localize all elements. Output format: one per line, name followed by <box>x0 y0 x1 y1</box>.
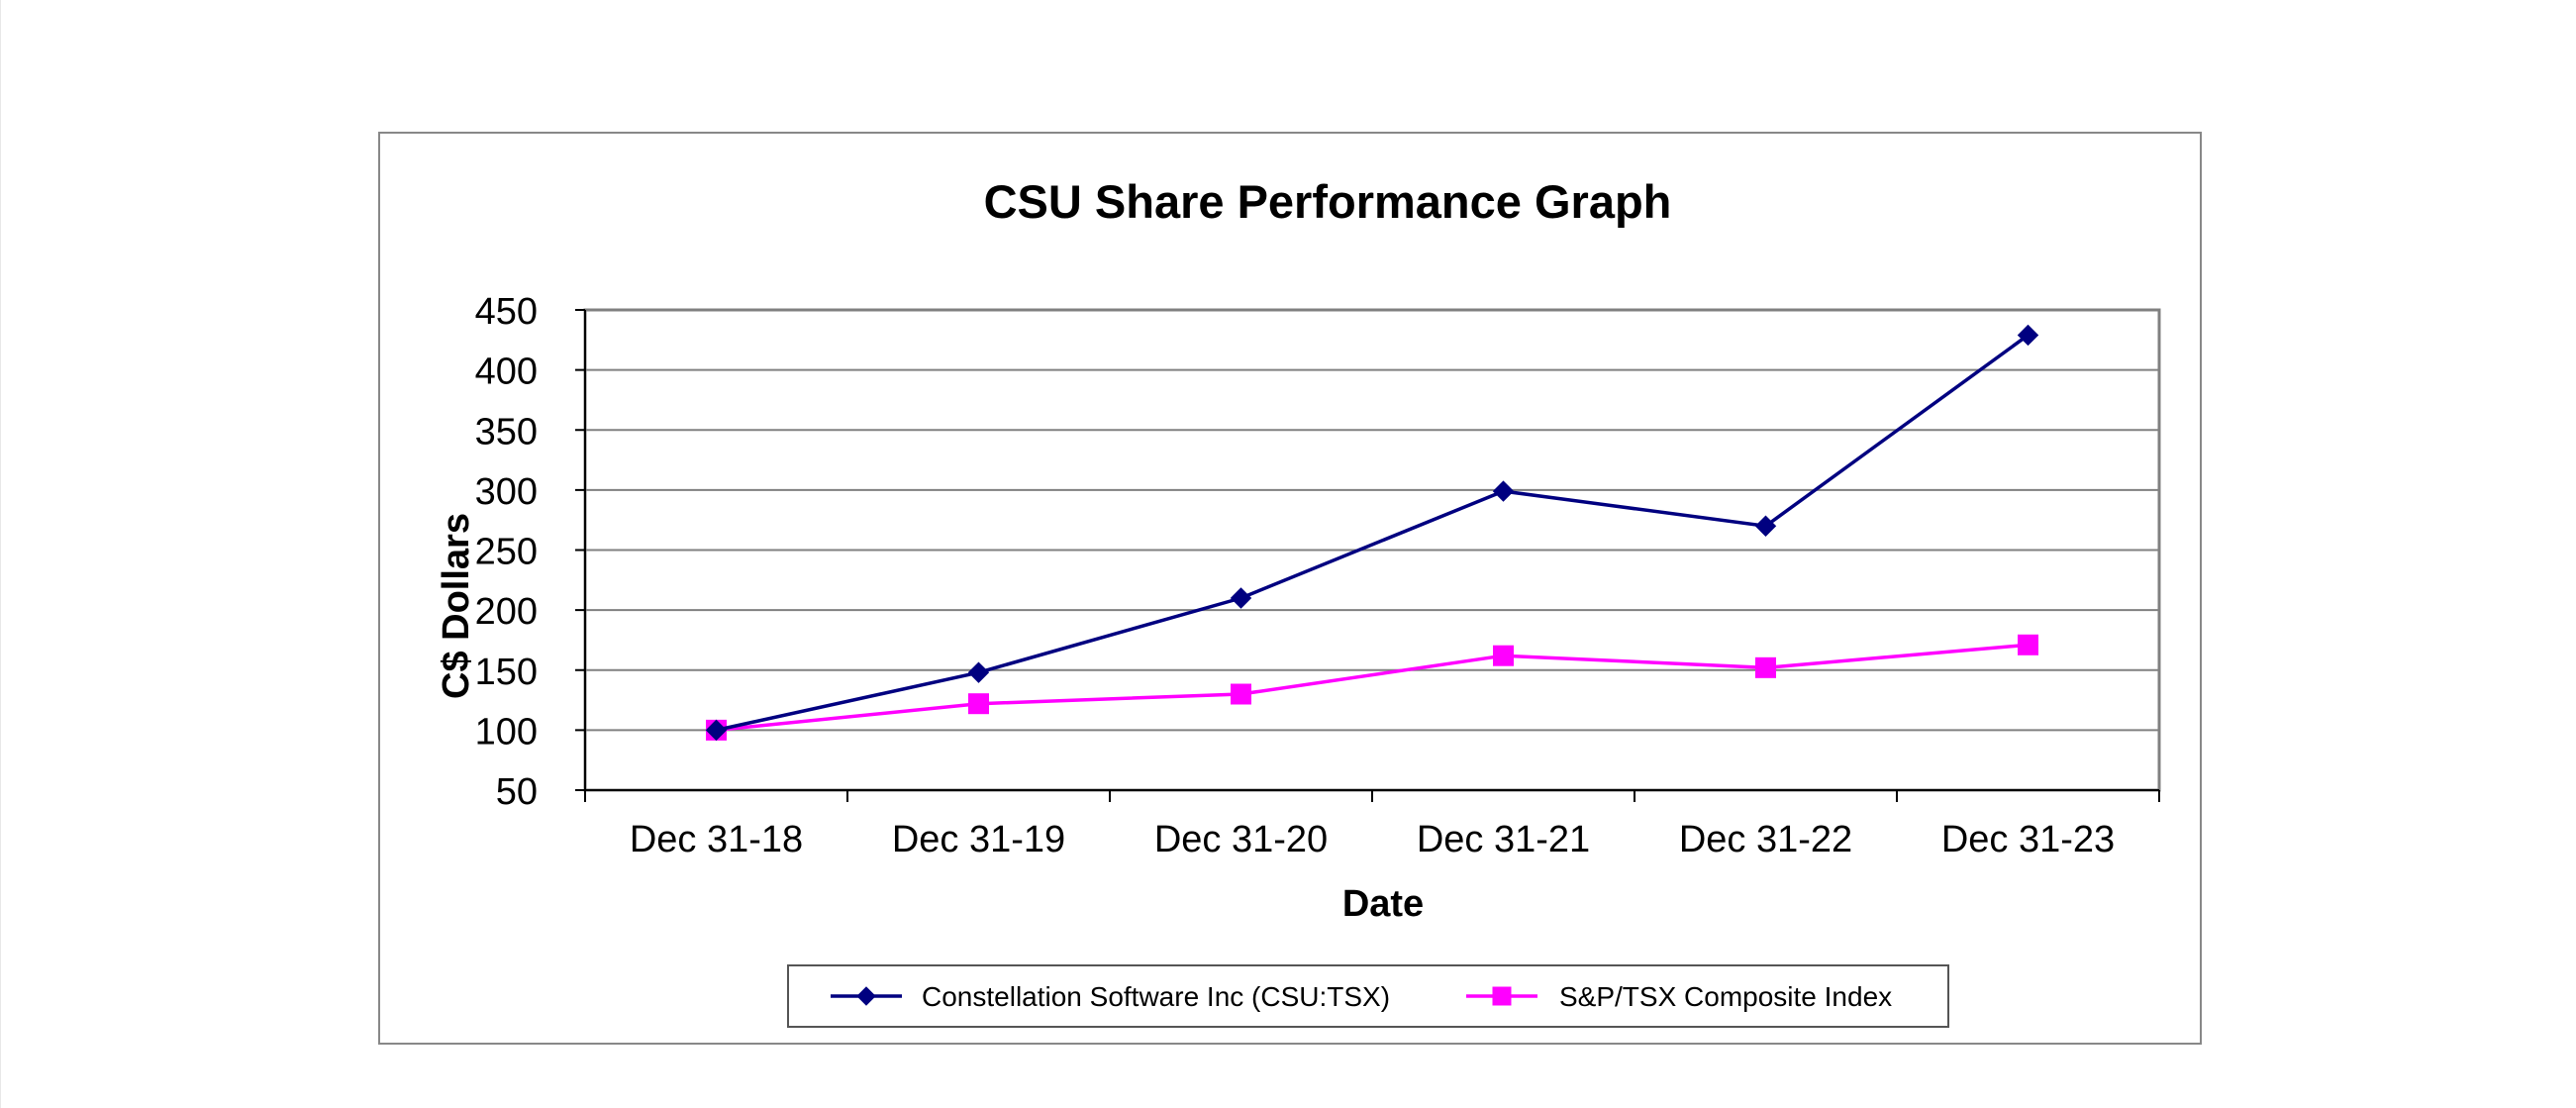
data-point-diamond <box>1754 515 1777 537</box>
series-lines <box>705 324 2039 742</box>
data-point-diamond <box>856 986 876 1006</box>
data-point-diamond <box>1230 587 1252 609</box>
y-axis-title: C$ Dollars <box>436 513 477 699</box>
data-point-diamond <box>967 661 990 683</box>
y-tick-label: 400 <box>475 352 538 393</box>
x-axis-title: Date <box>1342 883 1424 925</box>
data-point-square <box>1493 645 1514 666</box>
chart-title: CSU Share Performance Graph <box>984 175 1672 228</box>
x-tick-label: Dec 31-19 <box>892 819 1065 860</box>
x-tick-label: Dec 31-20 <box>1154 819 1328 860</box>
y-tick-labels: 50 100 150 200 250 300 350 400 450 <box>475 291 538 813</box>
y-tick-label: 150 <box>475 652 538 693</box>
data-point-square <box>1755 656 1776 678</box>
legend-label: S&P/TSX Composite Index <box>1559 981 1892 1012</box>
data-point-square <box>2018 634 2038 655</box>
series-line <box>716 643 2029 733</box>
x-tick-label: Dec 31-23 <box>1941 819 2115 860</box>
legend-item: S&P/TSX Composite Index <box>1466 981 1892 1012</box>
y-tick-label: 250 <box>475 532 538 573</box>
data-point-square <box>1492 986 1512 1006</box>
data-point-square <box>1231 683 1251 705</box>
chart-frame <box>378 132 2202 1045</box>
data-point-diamond <box>2017 324 2039 347</box>
data-point-diamond <box>705 719 728 742</box>
x-tick-label: Dec 31-18 <box>630 819 803 860</box>
legend-item: Constellation Software Inc (CSU:TSX) <box>831 981 1390 1012</box>
y-tick-label: 200 <box>475 591 538 633</box>
legend-items: Constellation Software Inc (CSU:TSX) S&P/… <box>831 981 1892 1012</box>
series-csu <box>705 324 2039 742</box>
y-tick-label: 450 <box>475 291 538 333</box>
legend-box <box>787 964 1949 1028</box>
legend: Constellation Software Inc (CSU:TSX) S&P/… <box>787 964 1949 1028</box>
x-tick-label: Dec 31-22 <box>1679 819 1852 860</box>
series-line <box>716 334 2030 733</box>
y-tick-label: 300 <box>475 471 538 513</box>
x-tick-label: Dec 31-21 <box>1417 819 1590 860</box>
legend-label: Constellation Software Inc (CSU:TSX) <box>922 981 1390 1012</box>
gridlines <box>585 368 2159 732</box>
data-point-square <box>968 693 989 715</box>
data-point-diamond <box>1492 480 1515 502</box>
y-tick-label: 50 <box>496 771 538 813</box>
x-tick-labels: Dec 31-18 Dec 31-19 Dec 31-20 Dec 31-21 Dec … <box>630 819 2115 860</box>
y-tick-label: 350 <box>475 411 538 453</box>
axes <box>575 309 2160 802</box>
y-tick-label: 100 <box>475 711 538 753</box>
